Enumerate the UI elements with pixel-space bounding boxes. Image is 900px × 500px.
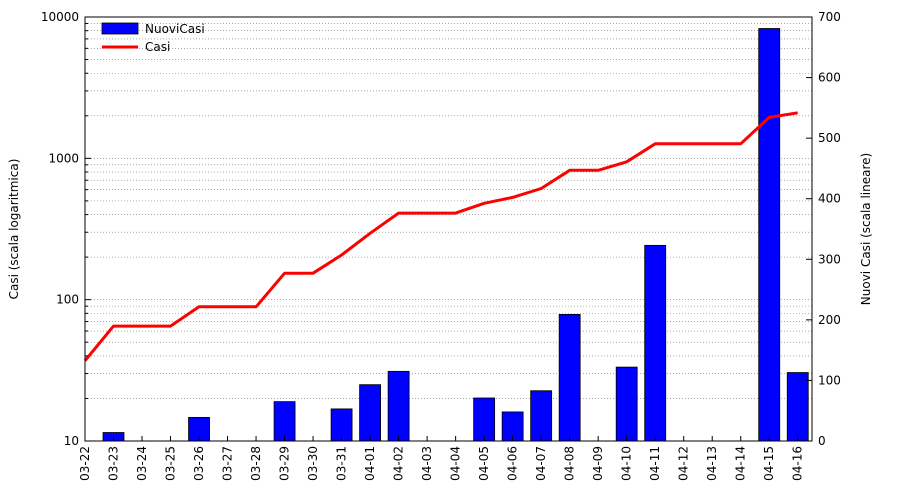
x-tick-label: 04-02 bbox=[392, 446, 406, 481]
x-tick-label: 04-01 bbox=[363, 446, 377, 481]
bar-04-10 bbox=[615, 366, 638, 442]
plot-frame bbox=[84, 16, 813, 442]
right-axis: 0 100 200 300 400 500 600 700 bbox=[806, 10, 841, 448]
line-casi bbox=[83, 111, 798, 362]
x-tick-label: 03-29 bbox=[278, 446, 292, 481]
x-axis: 03-22 03-23 03-24 03-25 03-26 03-27 03-28 03-29… bbox=[78, 436, 805, 481]
left-tick-label: 100 bbox=[56, 293, 79, 307]
right-tick-label: 600 bbox=[818, 71, 841, 85]
x-tick-label: 04-08 bbox=[563, 446, 577, 481]
x-tick-label: 03-30 bbox=[306, 446, 320, 481]
line-series bbox=[83, 111, 798, 362]
right-tick-label: 400 bbox=[818, 192, 841, 206]
left-tick-label: 10000 bbox=[41, 10, 79, 24]
bar-04-05 bbox=[473, 397, 496, 442]
x-tick-label: 03-24 bbox=[135, 446, 149, 481]
x-tick-label: 04-16 bbox=[791, 446, 805, 481]
left-tick-label: 10 bbox=[64, 434, 79, 448]
legend: NuoviCasi Casi bbox=[101, 22, 205, 54]
bar-04-07 bbox=[530, 390, 553, 442]
right-tick-label: 700 bbox=[818, 10, 841, 24]
x-tick-label: 04-10 bbox=[620, 446, 634, 481]
x-tick-label: 04-11 bbox=[648, 446, 662, 481]
y-axis-title: Casi (scala logaritmica) bbox=[7, 159, 21, 300]
bar-04-11 bbox=[644, 244, 667, 442]
x-tick-label: 04-09 bbox=[591, 446, 605, 481]
x-tick-label: 04-05 bbox=[477, 446, 491, 481]
bar-04-15 bbox=[758, 28, 781, 442]
right-tick-label: 100 bbox=[818, 373, 841, 387]
x-tick-label: 04-12 bbox=[677, 446, 691, 481]
right-tick-label: 0 bbox=[818, 434, 826, 448]
x-tick-label: 04-06 bbox=[506, 446, 520, 481]
right-tick-label: 200 bbox=[818, 313, 841, 327]
bar-04-02 bbox=[387, 370, 410, 442]
legend-label-nuovicasi: NuoviCasi bbox=[145, 22, 205, 36]
x-tick-label: 04-04 bbox=[449, 446, 463, 481]
left-tick-label: 1000 bbox=[48, 151, 79, 165]
x-tick-label: 03-31 bbox=[335, 446, 349, 481]
right-tick-label: 500 bbox=[818, 131, 841, 145]
bar-03-29 bbox=[273, 401, 296, 442]
x-tick-label: 04-14 bbox=[734, 446, 748, 481]
bar-04-08 bbox=[558, 314, 581, 442]
x-tick-label: 04-13 bbox=[705, 446, 719, 481]
legend-label-casi: Casi bbox=[145, 40, 170, 54]
x-tick-label: 04-15 bbox=[762, 446, 776, 481]
bar-series bbox=[102, 28, 809, 442]
x-tick-label: 03-23 bbox=[107, 446, 121, 481]
y2-axis-title: Nuovi Casi (scala lineare) bbox=[859, 153, 873, 305]
x-tick-label: 03-22 bbox=[78, 446, 92, 481]
x-tick-label: 04-03 bbox=[420, 446, 434, 481]
left-axis: 10 100 1000 10000 bbox=[41, 10, 91, 448]
x-tick-label: 03-28 bbox=[249, 446, 263, 481]
x-tick-label: 03-27 bbox=[221, 446, 235, 481]
right-tick-label: 300 bbox=[818, 252, 841, 266]
grid bbox=[85, 23, 812, 399]
x-tick-label: 04-07 bbox=[534, 446, 548, 481]
bar-04-01 bbox=[359, 384, 381, 442]
x-tick-label: 03-25 bbox=[164, 446, 178, 481]
bar-04-16 bbox=[786, 372, 809, 442]
legend-bar-swatch bbox=[101, 22, 139, 35]
x-tick-label: 03-26 bbox=[192, 446, 206, 481]
